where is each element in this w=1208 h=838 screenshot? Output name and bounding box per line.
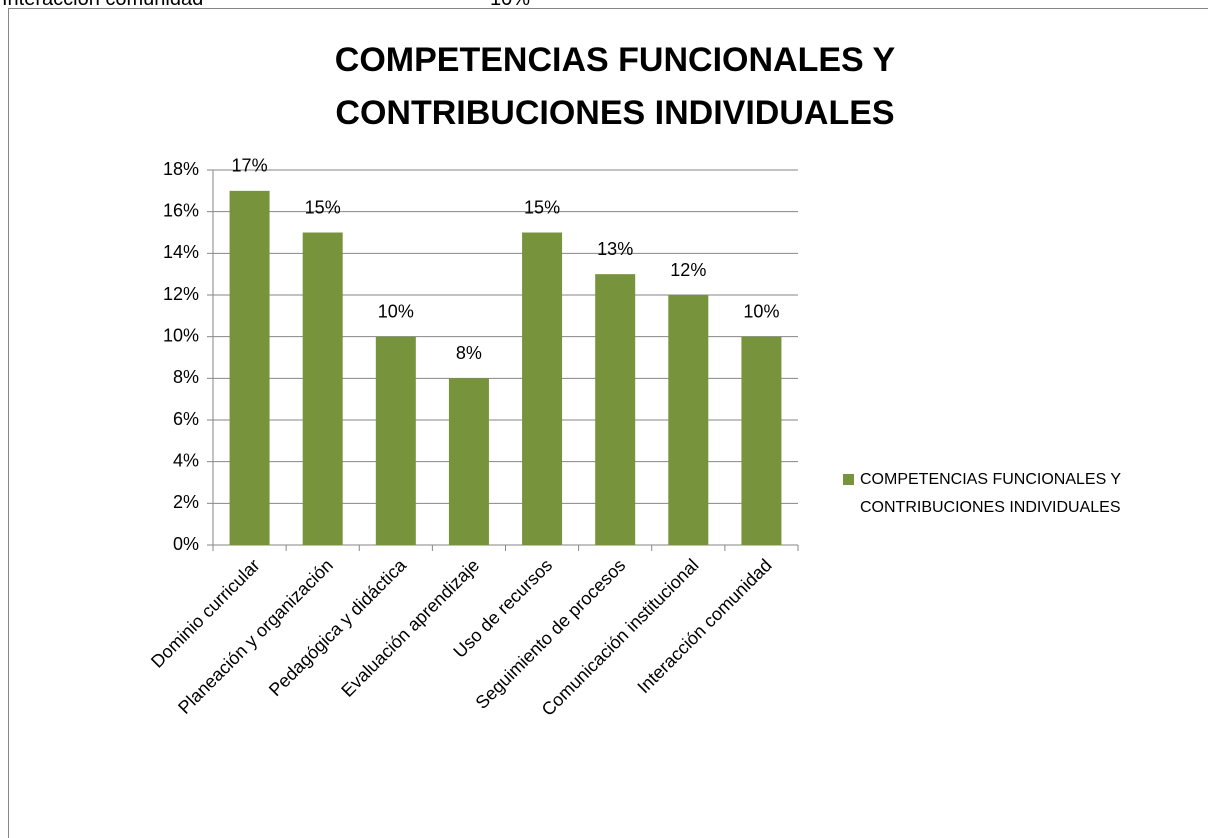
legend-swatch <box>843 474 854 485</box>
x-tick-label: Evaluación aprendizaje <box>337 555 483 701</box>
value-label: 17% <box>232 156 268 176</box>
y-tick-label: 6% <box>173 409 199 429</box>
x-tick-label: Interacción comunidad <box>633 555 775 697</box>
y-tick-label: 18% <box>163 159 199 179</box>
legend-label: COMPETENCIAS FUNCIONALES Y CONTRIBUCIONE… <box>860 471 1121 516</box>
value-label: 15% <box>305 197 341 217</box>
bar <box>595 274 636 545</box>
sheet-cell: 10% <box>490 0 530 11</box>
bar <box>522 232 563 545</box>
value-label: 13% <box>597 239 633 259</box>
y-tick-label: 2% <box>173 492 199 512</box>
chart-title: COMPETENCIAS FUNCIONALES Y CONTRIBUCIONE… <box>334 41 896 132</box>
y-tick-label: 4% <box>173 450 199 470</box>
value-label: 15% <box>524 197 560 217</box>
sheet-cell: Interacción comunidad <box>2 0 203 11</box>
x-tick-label: Planeación y organización <box>174 555 337 718</box>
y-tick-label: 8% <box>173 367 199 387</box>
bar <box>375 336 416 545</box>
bar <box>229 190 270 546</box>
y-tick-label: 16% <box>163 200 199 220</box>
bar <box>448 378 489 545</box>
value-label: 8% <box>456 343 482 363</box>
value-label: 12% <box>670 260 706 280</box>
y-tick-label: 10% <box>163 325 199 345</box>
y-tick-label: 12% <box>163 284 199 304</box>
bar <box>302 232 343 545</box>
bar <box>741 336 782 545</box>
value-label: 10% <box>743 301 779 321</box>
bar <box>668 295 709 545</box>
value-label: 10% <box>378 301 414 321</box>
chart-border <box>8 8 1208 838</box>
y-tick-label: 0% <box>173 534 199 554</box>
x-tick-label: Seguimiento de procesos <box>472 555 630 713</box>
x-tick-label: Pedagógica y didáctica <box>265 554 411 700</box>
y-tick-label: 14% <box>163 242 199 262</box>
